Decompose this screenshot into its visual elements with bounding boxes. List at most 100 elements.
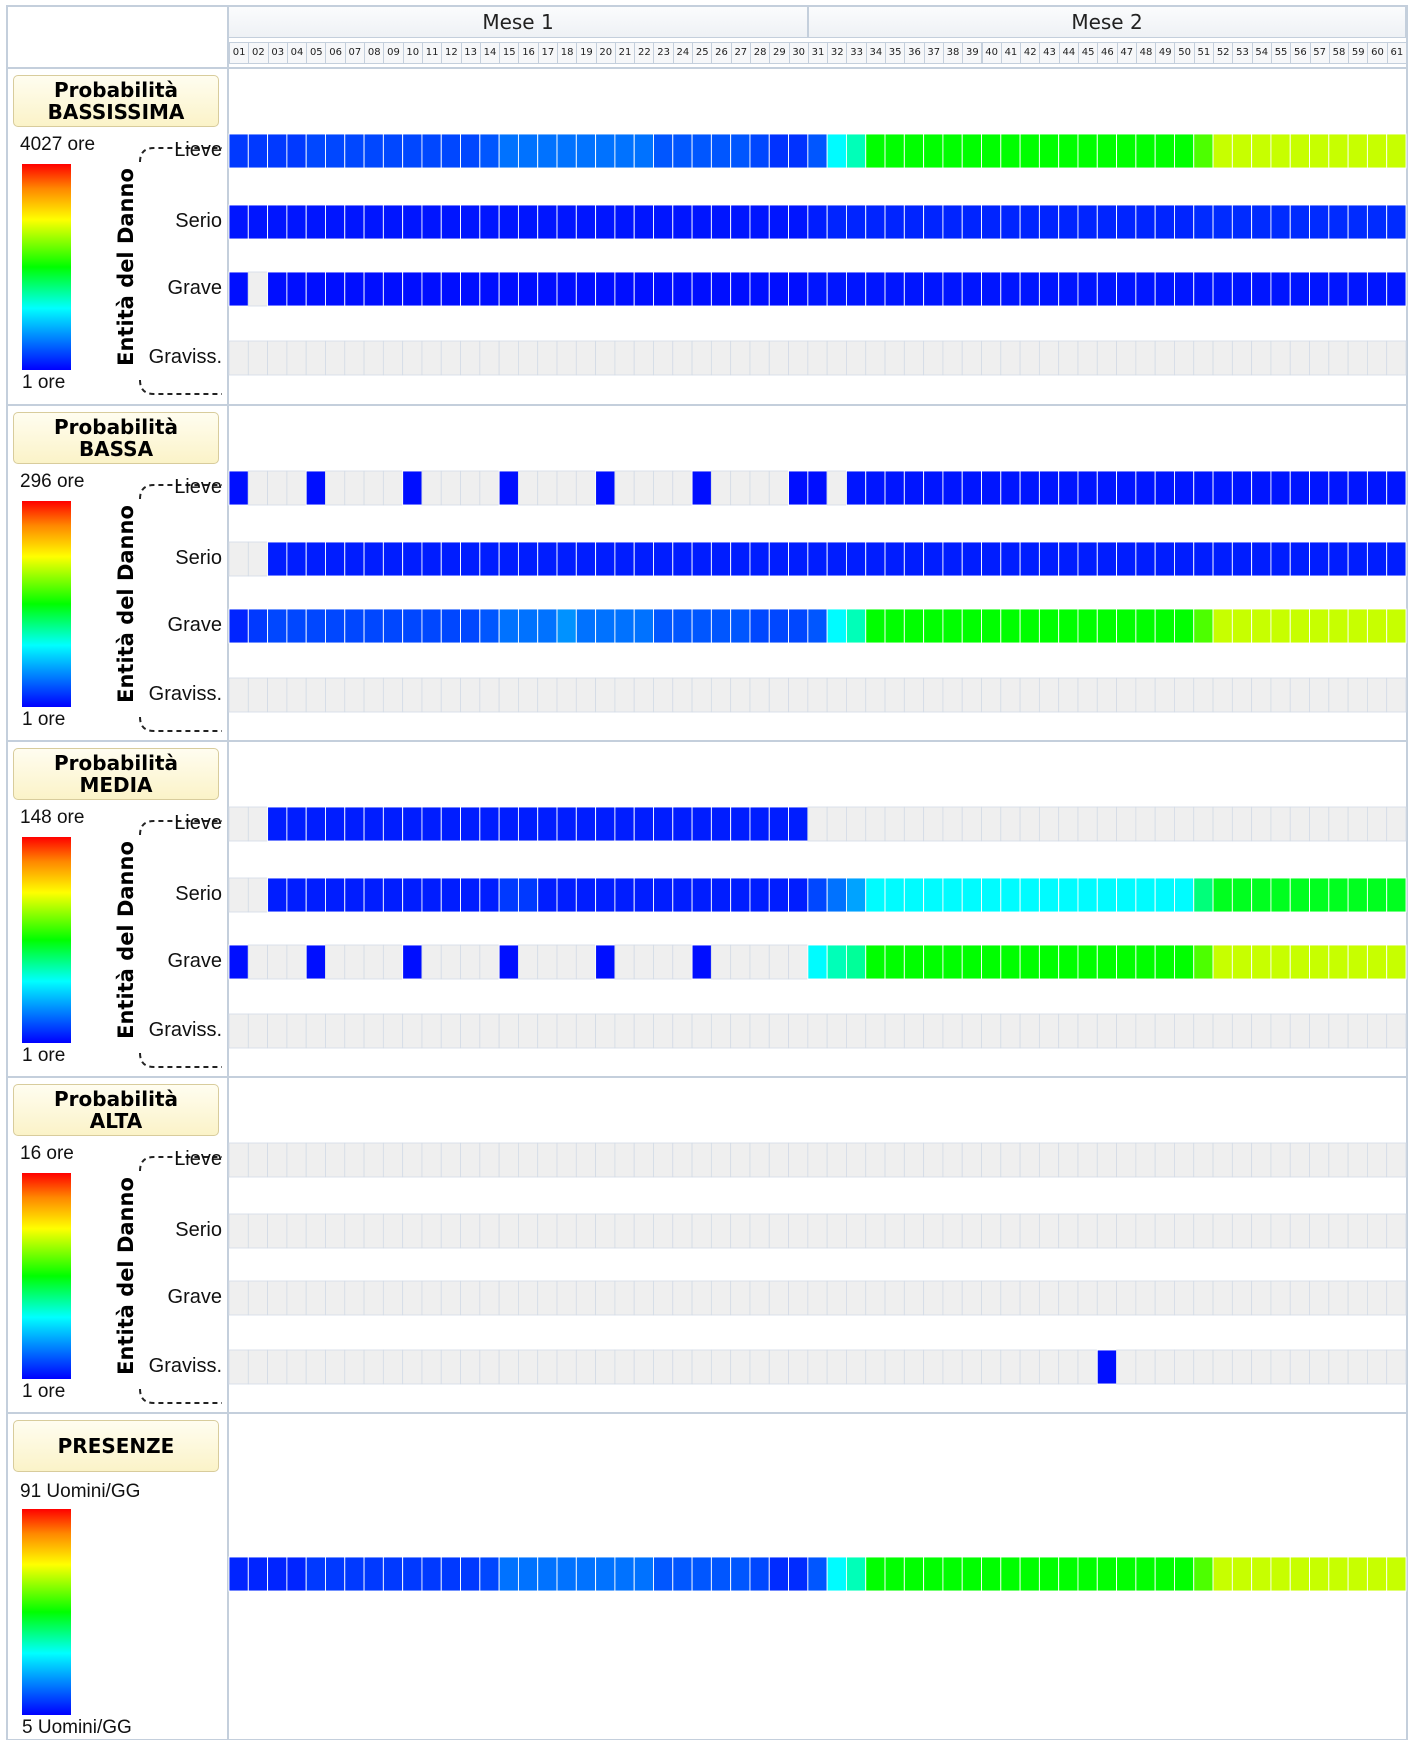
heatmap-cell (1270, 1213, 1291, 1249)
heatmap-cell (1289, 204, 1310, 240)
heatmap-cell (1058, 340, 1079, 376)
heatmap-cell (807, 133, 828, 169)
header-day-cell: 54 (1251, 42, 1272, 64)
heatmap-cell (1231, 877, 1253, 913)
heatmap-cell (903, 1280, 925, 1316)
header-day-cell: 07 (344, 42, 366, 64)
header-day-cell: 17 (537, 42, 558, 64)
heatmap-cell (961, 271, 982, 307)
heatmap-cell (942, 1280, 963, 1316)
heatmap-cell (788, 1349, 809, 1385)
colorbar (22, 837, 71, 1043)
heatmap-cell (1328, 1213, 1349, 1249)
heatmap-cell (575, 877, 597, 913)
heatmap-cell (826, 340, 847, 376)
heatmap-cell (961, 877, 982, 913)
heatmap-cell (1289, 677, 1310, 713)
heatmap-cell (1019, 1213, 1040, 1249)
heatmap-cell (382, 271, 404, 307)
heatmap-cell (614, 677, 635, 713)
panel-title-line2: BASSISSIMA (47, 100, 185, 124)
header-day-cell: 01 (229, 42, 250, 64)
heatmap-cell (1386, 1556, 1407, 1592)
heatmap-cell (1096, 340, 1117, 376)
heatmap-cell (1077, 1142, 1098, 1178)
heatmap-cell (961, 470, 982, 506)
heatmap-cell (556, 944, 577, 980)
heatmap-cell (1347, 204, 1368, 240)
heatmap-cell (267, 1142, 288, 1178)
heatmap-cell (846, 1142, 867, 1178)
heatmap-cell (344, 1349, 365, 1385)
heatmap-cell (1212, 470, 1233, 506)
heatmap-cell (518, 944, 539, 980)
heatmap-cell (1193, 470, 1214, 506)
heatmap-cell (1386, 1013, 1407, 1049)
heatmap-cell (421, 271, 442, 307)
scale-min-label: 5 Uomini/GG (22, 1717, 132, 1738)
heatmap-cell (1193, 1013, 1214, 1049)
heatmap-cell (1231, 1213, 1253, 1249)
heatmap-cell (286, 608, 307, 644)
heatmap-cell (730, 470, 751, 506)
heatmap-cell (1116, 877, 1137, 913)
header-day-cell: 25 (692, 42, 713, 64)
header-day-cell: 09 (383, 42, 404, 64)
heatmap-cell (267, 470, 288, 506)
heatmap-cell (440, 133, 461, 169)
heatmap-cell (1077, 1556, 1098, 1592)
heatmap-cell (1135, 1349, 1156, 1385)
heatmap-cell (981, 1349, 1002, 1385)
heatmap-cell (981, 340, 1002, 376)
heatmap-cell (1058, 1280, 1079, 1316)
heatmap-cell (1058, 944, 1079, 980)
heatmap-cell (710, 608, 732, 644)
panel-title-line2: BASSA (78, 437, 154, 461)
header-day-cell: 28 (749, 42, 771, 64)
heatmap-cell (1096, 608, 1118, 644)
heatmap-cell (460, 877, 481, 913)
heatmap-cell (460, 608, 481, 644)
heatmap-cell (1174, 271, 1195, 307)
heatmap-cell (1386, 877, 1407, 913)
heatmap-cell (1367, 1349, 1388, 1385)
row-label: Grave (167, 1286, 222, 1308)
heatmap-cell (344, 470, 365, 506)
heatmap-cell (633, 1213, 654, 1249)
heatmap-cell (672, 1280, 693, 1316)
heatmap-cell (1289, 541, 1310, 577)
heatmap-cell (305, 944, 326, 980)
heatmap-cell (325, 677, 346, 713)
heatmap-cell (344, 133, 365, 169)
heatmap-cell (1019, 806, 1040, 842)
heatmap-cell (1212, 340, 1233, 376)
heatmap-cell (247, 1349, 269, 1385)
heatmap-cell (826, 1213, 847, 1249)
heatmap-cell (344, 1213, 365, 1249)
heatmap-cell (730, 340, 751, 376)
heatmap-cell (1251, 133, 1272, 169)
heatmap-cell (1231, 944, 1253, 980)
bracket-bottom (139, 379, 222, 395)
heatmap-cell (923, 340, 944, 376)
heatmap-cell (1135, 677, 1156, 713)
heatmap-cell (1289, 1280, 1310, 1316)
heatmap-cell (768, 1142, 789, 1178)
scale-max-label: 16 ore (20, 1143, 74, 1164)
heatmap-cell (865, 1013, 886, 1049)
heatmap-cell (382, 806, 404, 842)
heatmap-cell (1231, 541, 1253, 577)
heatmap-cell (710, 204, 732, 240)
heatmap-cell (672, 470, 693, 506)
heatmap-cell (1096, 1280, 1117, 1316)
heatmap-cell (363, 877, 384, 913)
heatmap-cell (1116, 1556, 1137, 1592)
heatmap-cell (942, 133, 963, 169)
scale-min-label: 1 ore (22, 1045, 66, 1066)
heatmap-cell (730, 877, 751, 913)
heatmap-cell (575, 541, 597, 577)
heatmap-cell (517, 1556, 539, 1592)
heatmap-cell (556, 133, 577, 169)
heatmap-cell (749, 204, 770, 240)
heatmap-cell (556, 204, 577, 240)
